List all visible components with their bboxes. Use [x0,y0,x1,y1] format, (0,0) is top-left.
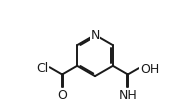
Text: Cl: Cl [36,61,49,74]
Text: N: N [90,29,100,42]
Text: O: O [57,89,67,101]
Text: OH: OH [140,62,159,75]
Text: NH: NH [119,89,137,101]
